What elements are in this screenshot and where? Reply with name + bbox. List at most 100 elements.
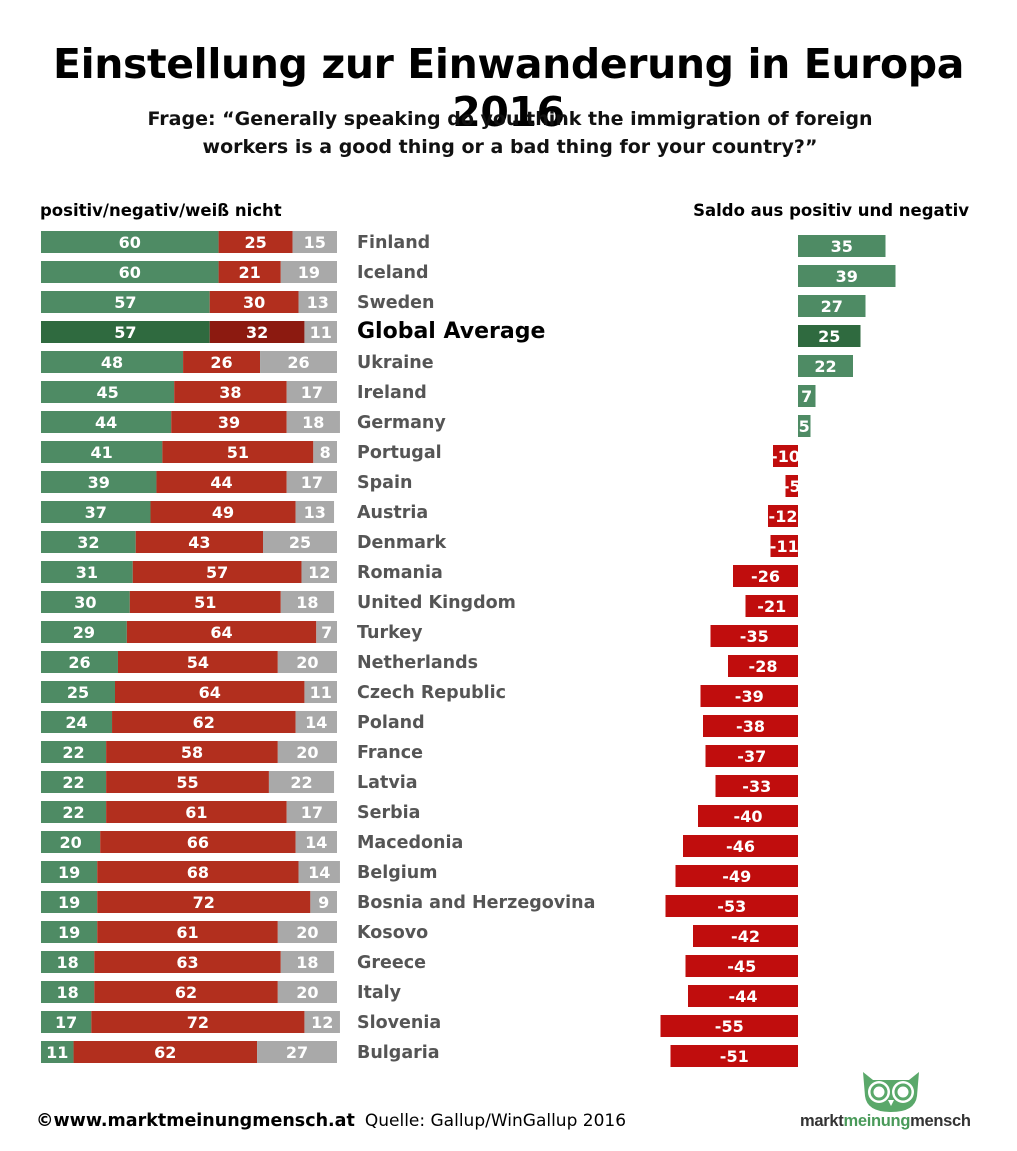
- bar-value-label: 54: [187, 653, 209, 672]
- bar-value-label: 63: [176, 953, 198, 972]
- bar-value-label: 14: [305, 713, 327, 732]
- bar-value-label: 25: [289, 533, 311, 552]
- bar-dontknow: [298, 291, 337, 313]
- bar-positive: [41, 291, 210, 313]
- bar-dontknow: [280, 261, 337, 283]
- bar-value-label: 37: [85, 503, 107, 522]
- bar-value-label: 25: [67, 683, 89, 702]
- bar-dontknow: [313, 441, 337, 463]
- category-label: Slovenia: [357, 1013, 441, 1033]
- bar-positive: [41, 471, 157, 493]
- bar-value-label: 11: [46, 1043, 68, 1062]
- bar-dontknow: [292, 231, 337, 253]
- bar-negative: [106, 801, 287, 823]
- bar-positive: [41, 1041, 74, 1063]
- category-label: Serbia: [357, 803, 420, 823]
- subtitle-line-2: workers is a good thing or a bad thing f…: [202, 136, 818, 158]
- bar-value-label: 58: [181, 743, 203, 762]
- bar-value-label: 72: [187, 1013, 209, 1032]
- bar-value-label: 19: [58, 923, 80, 942]
- bar-negative: [162, 441, 314, 463]
- bar-dontknow: [263, 531, 337, 553]
- bar-value-label: 48: [101, 353, 123, 372]
- bar-value-label: 62: [193, 713, 215, 732]
- bar-value-label: 9: [318, 893, 329, 912]
- bar-dontknow: [295, 831, 337, 853]
- bar-dontknow: [277, 921, 337, 943]
- bar-value-label: 26: [68, 653, 90, 672]
- footer: ©www.marktmeinungmensch.at Quelle: Gallup…: [36, 1111, 626, 1131]
- bar-negative: [115, 681, 305, 703]
- bar-negative: [218, 231, 293, 253]
- owl-logo-icon: [863, 1072, 919, 1112]
- bar-dontknow: [257, 1041, 337, 1063]
- bar-value-label: 22: [290, 773, 312, 792]
- brand-logo: marktmeinungmensch: [800, 1066, 1000, 1136]
- bar-dontknow: [286, 801, 337, 823]
- bar-negative: [135, 531, 263, 553]
- bar-value-label: 32: [246, 323, 268, 342]
- bar-dontknow: [280, 951, 335, 973]
- source-note: Quelle: Gallup/WinGallup 2016: [364, 1111, 627, 1131]
- bar-value-label: 29: [73, 623, 95, 642]
- category-label: Romania: [357, 563, 443, 583]
- bar-value-label: 51: [194, 593, 216, 612]
- bar-negative: [132, 561, 302, 583]
- category-label: Portugal: [357, 443, 442, 463]
- bar-positive: [41, 261, 219, 283]
- bar-dontknow: [277, 981, 337, 1003]
- bar-value-label: 60: [119, 233, 141, 252]
- bar-value-label: 11: [310, 323, 332, 342]
- bar-negative: [73, 1041, 258, 1063]
- bar-positive: [41, 621, 127, 643]
- bar-value-label: 12: [308, 563, 330, 582]
- bar-value-label: 66: [187, 833, 209, 852]
- bar-value-label: 24: [65, 713, 87, 732]
- category-label: Greece: [357, 953, 426, 973]
- bar-value-label: 57: [114, 323, 136, 342]
- bar-negative: [91, 1011, 305, 1033]
- logo-text-part1: markt: [800, 1112, 844, 1130]
- category-label: Finland: [357, 233, 430, 253]
- category-label: Macedonia: [357, 833, 463, 853]
- bar-value-label: 22: [62, 773, 84, 792]
- category-label: Netherlands: [357, 653, 478, 673]
- bar-value-label: 64: [210, 623, 232, 642]
- bar-positive: [41, 771, 107, 793]
- bar-value-label: 64: [199, 683, 221, 702]
- bar-value-label: 49: [212, 503, 234, 522]
- bar-positive: [41, 441, 163, 463]
- bar-value-label: 17: [301, 383, 323, 402]
- copyright-link[interactable]: ©www.marktmeinungmensch.at: [36, 1111, 355, 1131]
- bar-value-label: 57: [206, 563, 228, 582]
- bar-value-label: 17: [301, 473, 323, 492]
- bar-negative: [174, 381, 287, 403]
- bar-value-label: 30: [243, 293, 265, 312]
- category-label: Latvia: [357, 773, 418, 793]
- bar-value-label: 14: [308, 863, 330, 882]
- bar-value-label: 26: [210, 353, 232, 372]
- bar-dontknow: [277, 741, 337, 763]
- category-label: Ireland: [357, 383, 427, 403]
- bar-value-label: 61: [185, 803, 207, 822]
- bar-value-label: 31: [76, 563, 98, 582]
- bar-value-label: 13: [307, 293, 329, 312]
- bar-value-label: 20: [296, 983, 318, 1002]
- bar-value-label: 27: [286, 1043, 308, 1062]
- bar-positive: [41, 1011, 92, 1033]
- logo-text: marktmeinungmensch: [800, 1112, 971, 1131]
- logo-text-part3: mensch: [910, 1112, 971, 1130]
- bar-dontknow: [286, 381, 337, 403]
- bar-dontknow: [304, 321, 337, 343]
- bar-positive: [41, 651, 118, 673]
- subtitle-line-1: Frage: “Generally speaking do you think …: [147, 108, 873, 130]
- bar-value-label: 45: [96, 383, 118, 402]
- category-label: Iceland: [357, 263, 429, 283]
- category-label: Germany: [357, 413, 446, 433]
- bar-value-label: 26: [287, 353, 309, 372]
- bar-positive: [41, 411, 172, 433]
- bar-value-label: 17: [55, 1013, 77, 1032]
- bar-value-label: 20: [296, 653, 318, 672]
- bar-dontknow: [280, 591, 335, 613]
- bar-negative: [106, 741, 278, 763]
